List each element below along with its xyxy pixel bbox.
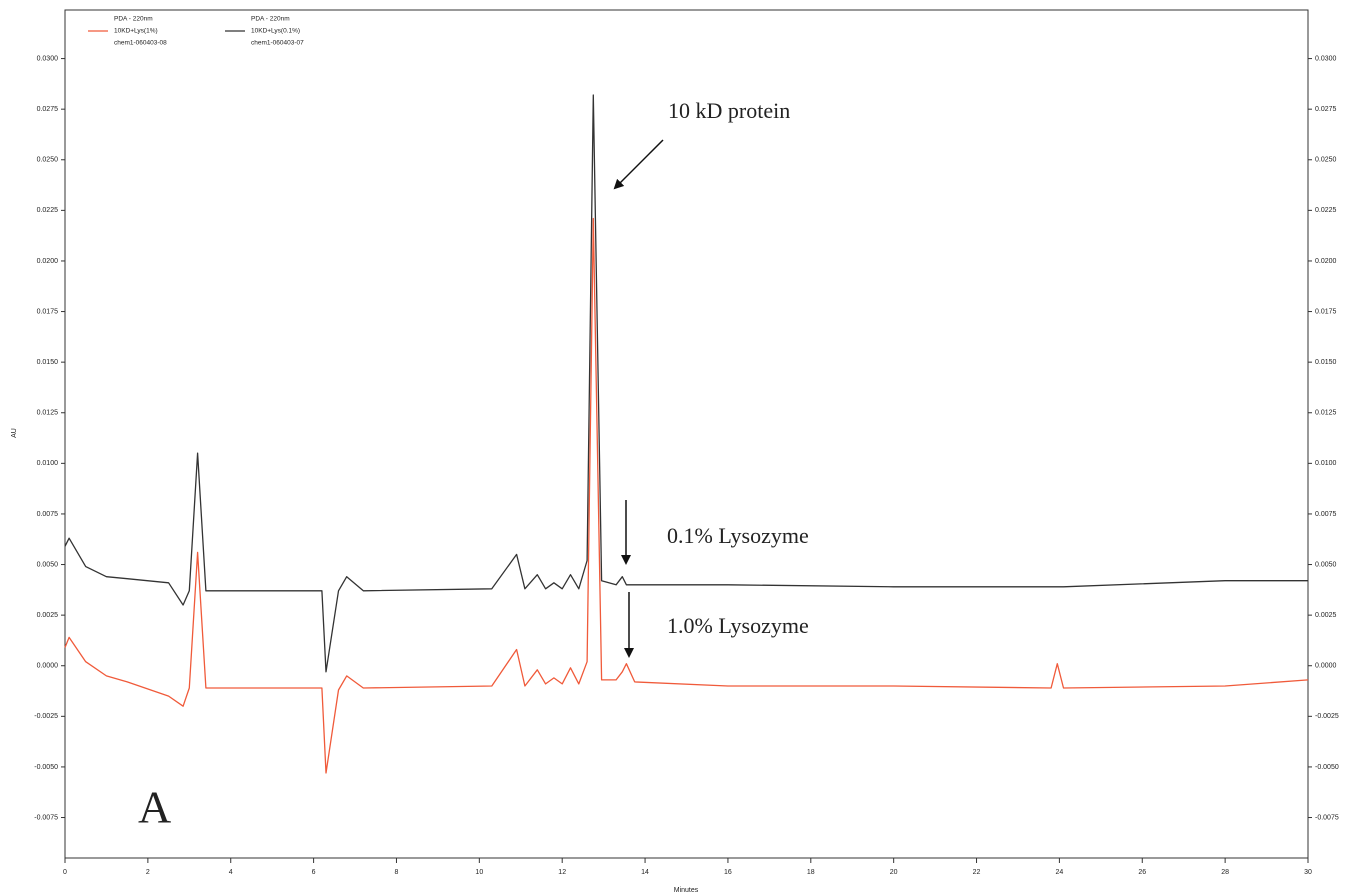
- y-tick-label: 0.0200: [37, 258, 59, 265]
- y2-tick-label: 0.0125: [1315, 410, 1337, 417]
- x-tick-label: 30: [1304, 869, 1312, 876]
- y-tick-label: 0.0300: [37, 55, 59, 62]
- x-tick-label: 4: [229, 869, 233, 876]
- annotation: 0.1% Lysozyme: [667, 523, 809, 548]
- y2-tick-label: -0.0050: [1315, 764, 1339, 771]
- legend-label: 10KD+Lys(0.1%): [251, 28, 300, 35]
- x-tick-label: 6: [312, 869, 316, 876]
- y2-tick-label: 0.0250: [1315, 157, 1337, 164]
- x-tick-label: 24: [1056, 869, 1064, 876]
- legend-detector: PDA - 220nm: [251, 16, 290, 23]
- legend-file: chem1-060403-07: [251, 40, 304, 47]
- x-tick-label: 26: [1138, 869, 1146, 876]
- y2-tick-label: 0.0150: [1315, 359, 1337, 366]
- x-tick-label: 20: [890, 869, 898, 876]
- x-tick-label: 10: [475, 869, 483, 876]
- y-tick-label: -0.0075: [34, 814, 58, 821]
- trace: [64, 94, 1308, 673]
- annotation: 1.0% Lysozyme: [667, 613, 809, 638]
- annotation: 10 kD protein: [668, 98, 790, 123]
- y-tick-label: -0.0050: [34, 764, 58, 771]
- y-tick-label: 0.0125: [37, 410, 59, 417]
- y-tick-label: 0.0025: [37, 612, 59, 619]
- x-axis-label: Minutes: [674, 887, 699, 894]
- x-tick-label: 18: [807, 869, 815, 876]
- y-tick-label: 0.0250: [37, 157, 59, 164]
- legend-file: chem1-060403-08: [114, 40, 167, 47]
- y-tick-label: 0.0000: [37, 663, 59, 670]
- y2-tick-label: -0.0075: [1315, 814, 1339, 821]
- y2-tick-label: 0.0075: [1315, 511, 1337, 518]
- y2-tick-label: 0.0025: [1315, 612, 1337, 619]
- y-tick-label: 0.0075: [37, 511, 59, 518]
- y2-tick-label: 0.0000: [1315, 663, 1337, 670]
- arrow: [613, 139, 664, 190]
- y2-tick-label: 0.0275: [1315, 106, 1337, 113]
- y-tick-label: 0.0275: [37, 106, 59, 113]
- y2-tick-label: -0.0025: [1315, 713, 1339, 720]
- x-tick-label: 22: [973, 869, 981, 876]
- y2-tick-label: 0.0225: [1315, 207, 1337, 214]
- y-tick-label: 0.0175: [37, 308, 59, 315]
- x-tick-label: 28: [1221, 869, 1229, 876]
- x-tick-label: 14: [641, 869, 649, 876]
- x-tick-label: 16: [724, 869, 732, 876]
- y2-tick-label: 0.0175: [1315, 308, 1337, 315]
- y-axis-label: AU: [11, 428, 18, 438]
- x-tick-label: 12: [558, 869, 566, 876]
- legend-label: 10KD+Lys(1%): [114, 28, 158, 35]
- y-tick-label: -0.0025: [34, 713, 58, 720]
- y-tick-label: 0.0150: [37, 359, 59, 366]
- x-tick-label: 0: [63, 869, 67, 876]
- y2-tick-label: 0.0200: [1315, 258, 1337, 265]
- y2-tick-label: 0.0300: [1315, 55, 1337, 62]
- legend-detector: PDA - 220nm: [114, 16, 153, 23]
- trace: [64, 217, 1309, 774]
- y-tick-label: 0.0100: [37, 460, 59, 467]
- x-tick-label: 8: [395, 869, 399, 876]
- y-tick-label: 0.0050: [37, 561, 59, 568]
- y2-tick-label: 0.0050: [1315, 561, 1337, 568]
- y-tick-label: 0.0225: [37, 207, 59, 214]
- panel-label: A: [138, 782, 171, 833]
- y2-tick-label: 0.0100: [1315, 460, 1337, 467]
- plot-frame: [64, 9, 1309, 859]
- x-tick-label: 2: [146, 869, 150, 876]
